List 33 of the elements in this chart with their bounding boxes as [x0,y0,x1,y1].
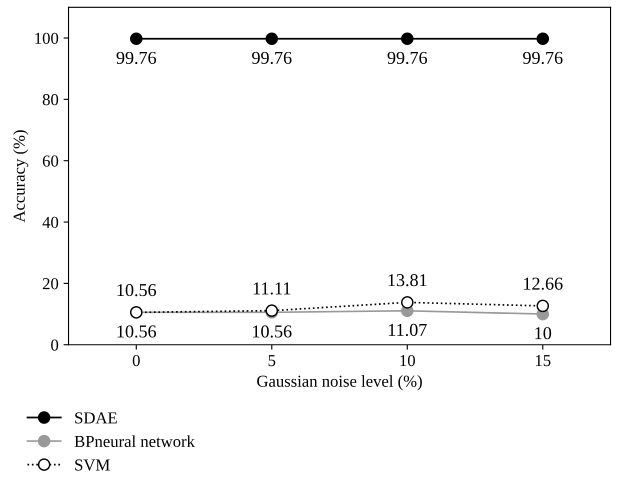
x-axis-title: Gaussian noise level (%) [257,375,422,390]
x-tick-label: 10 [400,354,415,366]
x-tick-label: 5 [268,355,276,366]
point [401,32,414,45]
data-label: 99.76 [388,52,428,64]
y-tick-label: 100 [35,32,58,44]
data-label: 99.76 [252,52,292,64]
y-tick-label: 0 [51,339,58,351]
y-axis-title: Accuracy (%) [13,130,28,222]
point [266,32,278,45]
data-label: 11.11 [254,282,290,295]
point [401,296,414,309]
x-tick-label: 0 [132,354,140,366]
point [130,32,143,45]
x-tick-label: 15 [536,355,550,366]
point [536,32,550,45]
y-tick-label: 60 [42,155,58,167]
data-label: 11.07 [388,324,427,336]
data-label: 10.56 [118,325,156,338]
data-label: 13.81 [388,274,427,286]
legend-label: SDAE [75,412,117,424]
legend-label: BPneural network [74,435,195,448]
data-label: 12.66 [524,278,563,290]
point [536,300,550,312]
y-tick-label: 20 [42,278,58,290]
data-label: 10 [535,327,552,340]
data-label: 99.76 [116,52,156,64]
legend-label: SVM [75,459,110,471]
y-tick-label: 80 [42,94,58,106]
y-tick-label: 40 [42,216,58,228]
data-label: 10.56 [253,325,292,338]
data-label: 99.76 [523,52,563,64]
data-label: 10.56 [118,284,156,296]
